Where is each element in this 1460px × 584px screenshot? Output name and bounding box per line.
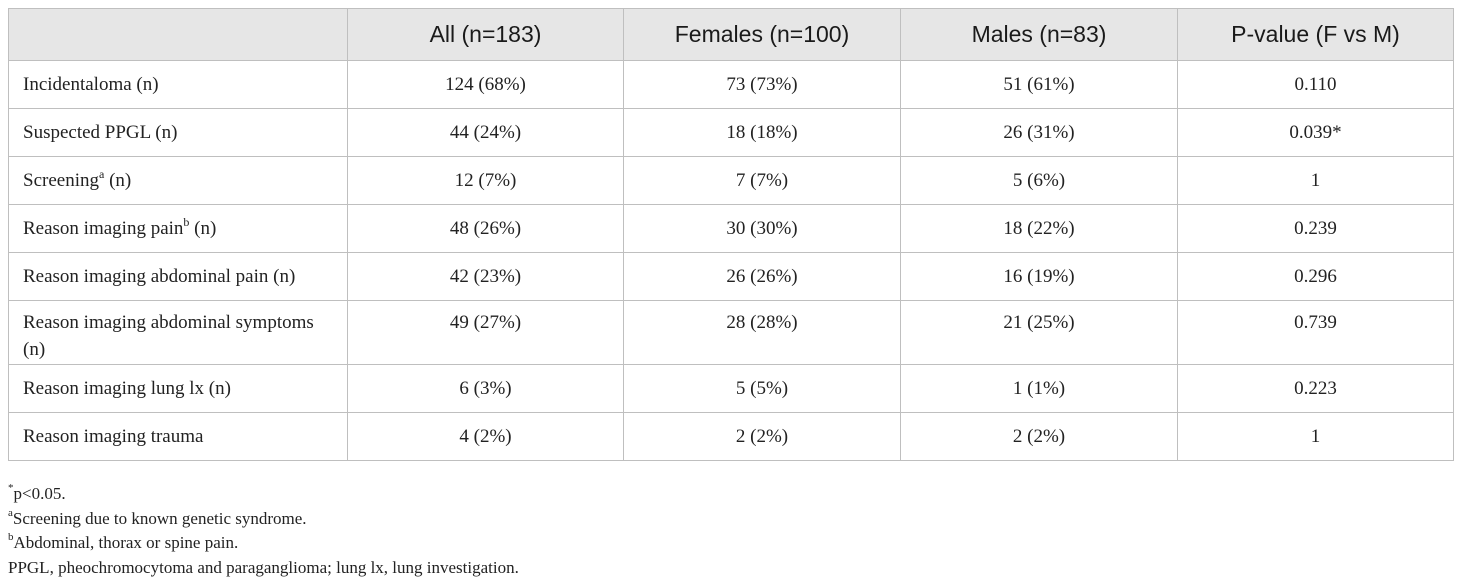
table-row: Reason imaging painb (n) 48 (26%) 30 (30… (8, 204, 1454, 253)
cell-p-value: 0.223 (1177, 364, 1454, 413)
footnote-text: Screening due to known genetic syndrome. (12, 508, 307, 528)
table-row: Incidentaloma (n) 124 (68%) 73 (73%) 51 … (8, 60, 1454, 109)
header-row: All (n=183) Females (n=100) Males (n=83)… (8, 8, 1454, 61)
row-label-text: Screening (23, 170, 99, 191)
footnote-marker: a (98, 166, 105, 181)
header-cell-females: Females (n=100) (623, 8, 901, 61)
cell-females: 26 (26%) (623, 252, 901, 301)
table-row: Suspected PPGL (n) 44 (24%) 18 (18%) 26 … (8, 108, 1454, 157)
row-label-text: Reason imaging abdominal pain (n) (23, 266, 296, 287)
footnote-text: PPGL, pheochromocytoma and paraganglioma… (8, 557, 519, 577)
cell-males: 21 (25%) (900, 300, 1178, 365)
footnote-marker: b (8, 531, 14, 544)
data-table: All (n=183) Females (n=100) Males (n=83)… (8, 8, 1454, 461)
cell-p-value: 0.239 (1177, 204, 1454, 253)
table-row: Screeninga (n) 12 (7%) 7 (7%) 5 (6%) 1 (8, 156, 1454, 205)
cell-all: 12 (7%) (347, 156, 624, 205)
cell-females: 28 (28%) (623, 300, 901, 365)
row-label-text: Reason imaging lung lx (n) (23, 378, 231, 399)
row-label: Reason imaging painb (n) (8, 204, 348, 253)
row-label-suffix: (n) (104, 170, 132, 191)
table-footnotes: *p<0.05. aScreening due to known genetic… (8, 482, 519, 580)
cell-females: 7 (7%) (623, 156, 901, 205)
table-row: Reason imaging abdominal pain (n) 42 (23… (8, 252, 1454, 301)
row-label: Suspected PPGL (n) (8, 108, 348, 157)
cell-males: 1 (1%) (900, 364, 1178, 413)
footnote-text: Abdominal, thorax or spine pain. (13, 533, 239, 552)
cell-females: 73 (73%) (623, 60, 901, 109)
header-cell-label (8, 8, 348, 61)
row-label-text: Reason imaging pain (23, 218, 184, 239)
cell-p-value: 0.039* (1177, 108, 1454, 157)
table-row: Reason imaging abdominal symptoms (n) 49… (8, 300, 1454, 365)
cell-all: 4 (2%) (347, 412, 624, 461)
cell-females: 18 (18%) (623, 108, 901, 157)
cell-all: 124 (68%) (347, 60, 624, 109)
row-label-text: Reason imaging abdominal symptoms (n) (23, 312, 314, 360)
row-label-suffix: (n) (189, 218, 217, 239)
cell-p-value: 0.739 (1177, 300, 1454, 365)
row-label: Reason imaging abdominal symptoms (n) (8, 300, 348, 365)
header-cell-all: All (n=183) (347, 8, 624, 61)
cell-males: 2 (2%) (900, 412, 1178, 461)
row-label: Reason imaging trauma (8, 412, 348, 461)
footnote-text: p<0.05. (13, 484, 66, 503)
footnote: bAbdominal, thorax or spine pain. (8, 531, 519, 556)
cell-all: 42 (23%) (347, 252, 624, 301)
cell-males: 51 (61%) (900, 60, 1178, 109)
row-label: Reason imaging abdominal pain (n) (8, 252, 348, 301)
cell-all: 6 (3%) (347, 364, 624, 413)
table-container: All (n=183) Females (n=100) Males (n=83)… (8, 8, 1454, 461)
row-label-text: Suspected PPGL (n) (23, 122, 178, 143)
cell-males: 26 (31%) (900, 108, 1178, 157)
row-label: Reason imaging lung lx (n) (8, 364, 348, 413)
cell-p-value: 0.296 (1177, 252, 1454, 301)
row-label-text: Reason imaging trauma (23, 426, 204, 447)
cell-all: 48 (26%) (347, 204, 624, 253)
footnote: aScreening due to known genetic syndrome… (8, 507, 519, 532)
header-cell-p-value: P-value (F vs M) (1177, 8, 1454, 61)
cell-males: 5 (6%) (900, 156, 1178, 205)
cell-males: 16 (19%) (900, 252, 1178, 301)
cell-p-value: 1 (1177, 412, 1454, 461)
table-row: Reason imaging trauma 4 (2%) 2 (2%) 2 (2… (8, 412, 1454, 461)
cell-males: 18 (22%) (900, 204, 1178, 253)
footnote-marker: * (8, 482, 14, 495)
row-label-text: Incidentaloma (n) (23, 74, 159, 95)
cell-females: 2 (2%) (623, 412, 901, 461)
header-cell-males: Males (n=83) (900, 8, 1178, 61)
row-label: Incidentaloma (n) (8, 60, 348, 109)
footnote: PPGL, pheochromocytoma and paraganglioma… (8, 556, 519, 581)
footnote-marker: a (8, 506, 13, 519)
cell-p-value: 1 (1177, 156, 1454, 205)
footnote: *p<0.05. (8, 482, 519, 507)
table-row: Reason imaging lung lx (n) 6 (3%) 5 (5%)… (8, 364, 1454, 413)
cell-all: 49 (27%) (347, 300, 624, 365)
cell-all: 44 (24%) (347, 108, 624, 157)
cell-p-value: 0.110 (1177, 60, 1454, 109)
cell-females: 5 (5%) (623, 364, 901, 413)
footnote-marker: b (183, 214, 190, 229)
cell-females: 30 (30%) (623, 204, 901, 253)
row-label: Screeninga (n) (8, 156, 348, 205)
